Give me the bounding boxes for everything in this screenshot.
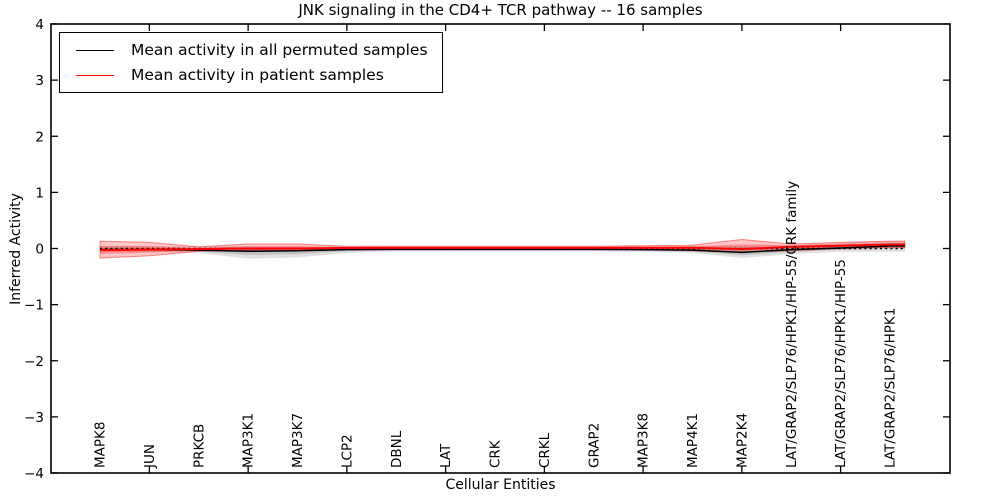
mean-line-series-1 <box>99 243 905 252</box>
y-tick-label: 2 <box>35 129 44 145</box>
x-tick-label: JUN <box>142 444 158 469</box>
x-tick-label: MAP3K7 <box>290 413 306 468</box>
y-axis-label: Inferred Activity <box>8 193 24 305</box>
chart-title: JNK signaling in the CD4+ TCR pathway --… <box>298 1 703 19</box>
x-tick-label: MAP4K1 <box>685 413 701 468</box>
y-tick-label: 0 <box>35 242 44 258</box>
y-tick-label: 4 <box>35 17 44 33</box>
x-axis-label: Cellular Entities <box>445 477 556 493</box>
mean-line-series-0 <box>100 245 905 254</box>
x-tick-label: CRKL <box>537 432 553 468</box>
y-tick-label: 3 <box>35 73 44 89</box>
legend-box: Mean activity in all permuted samples Me… <box>59 32 443 93</box>
x-tick-label: DBNL <box>389 430 405 468</box>
x-tick-label: MAPK8 <box>93 422 109 468</box>
legend-item-patient: Mean activity in patient samples <box>68 66 428 84</box>
x-tick-label: LAT/GRAP2/SLP76/HPK1/HIP-55 <box>833 259 849 468</box>
x-tick-label: LAT/GRAP2/SLP76/HPK1 <box>883 308 899 468</box>
legend-item-permuted: Mean activity in all permuted samples <box>68 41 428 59</box>
y-tick-label: −2 <box>24 354 44 370</box>
y-tick-label: −1 <box>24 298 44 314</box>
x-tick-label: MAP3K1 <box>241 413 257 468</box>
permuted-line-swatch <box>76 49 114 51</box>
x-tick-label: PRKCB <box>191 424 207 468</box>
x-tick-label: LAT <box>438 443 454 468</box>
y-tick-label: −3 <box>24 410 44 426</box>
x-tick-label: MAP2K4 <box>734 413 750 468</box>
legend-label: Mean activity in patient samples <box>131 66 384 84</box>
x-tick-label: LAT/GRAP2/SLP76/HPK1/HIP-55/CRK family <box>784 181 800 468</box>
x-tick-label: CRK <box>488 439 504 468</box>
x-tick-label: GRAP2 <box>586 423 602 468</box>
x-tick-label: MAP3K8 <box>636 413 652 468</box>
patient-line-swatch <box>76 74 114 76</box>
y-tick-label: 1 <box>35 185 44 201</box>
y-tick-label: −4 <box>24 466 44 482</box>
legend-label: Mean activity in all permuted samples <box>131 41 428 59</box>
x-tick-label: LCP2 <box>339 434 355 468</box>
